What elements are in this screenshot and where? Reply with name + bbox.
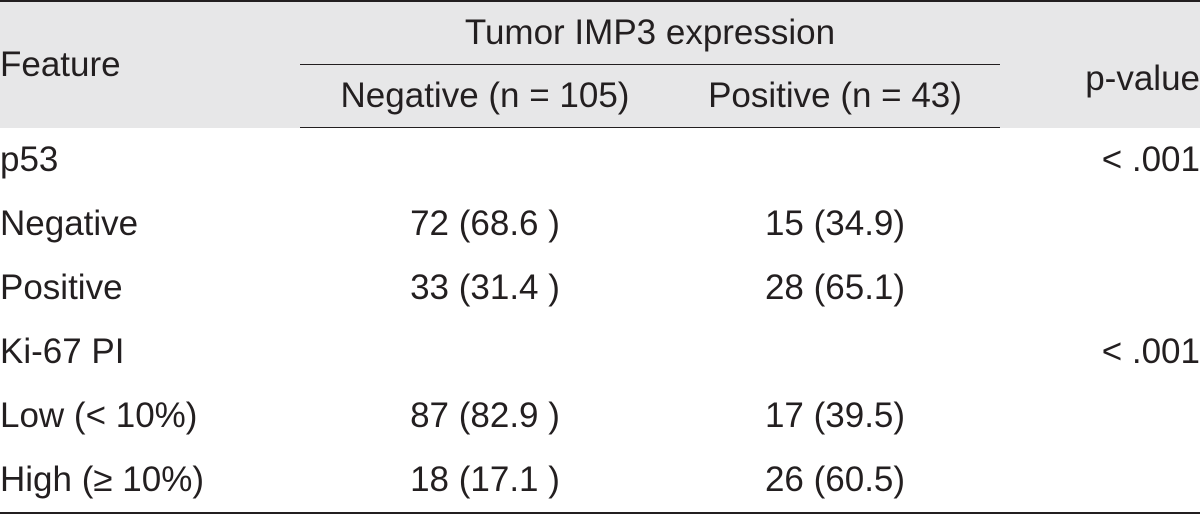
cell-pos: 28 (65.1) [670,256,1000,320]
cell-neg: 18 (17.1 ) [300,448,670,513]
cell-feature: High (≥ 10%) [0,448,300,513]
data-table: Feature Tumor IMP3 expression p-value Ne… [0,0,1200,514]
cell-feature: Ki-67 PI [0,320,300,384]
table-row: High (≥ 10%) 18 (17.1 ) 26 (60.5) [0,448,1200,513]
col-header-span: Tumor IMP3 expression [300,1,1000,65]
col-header-positive: Positive (n = 43) [670,65,1000,128]
cell-pos: 26 (60.5) [670,448,1000,513]
cell-neg [300,320,670,384]
col-header-feature: Feature [0,1,300,128]
cell-neg: 33 (31.4 ) [300,256,670,320]
cell-pos: 15 (34.9) [670,192,1000,256]
table-row: p53 < .001 [0,128,1200,193]
col-header-negative: Negative (n = 105) [300,65,670,128]
cell-pos [670,128,1000,193]
header-row-1: Feature Tumor IMP3 expression p-value [0,1,1200,65]
cell-pval: < .001 [1000,320,1200,384]
cell-neg: 72 (68.6 ) [300,192,670,256]
cell-pval [1000,448,1200,513]
cell-neg: 87 (82.9 ) [300,384,670,448]
cell-pos [670,320,1000,384]
cell-pos: 17 (39.5) [670,384,1000,448]
col-header-pvalue: p-value [1000,1,1200,128]
table-row: Negative 72 (68.6 ) 15 (34.9) [0,192,1200,256]
cell-feature: p53 [0,128,300,193]
table-row: Positive 33 (31.4 ) 28 (65.1) [0,256,1200,320]
cell-pval [1000,256,1200,320]
cell-pval: < .001 [1000,128,1200,193]
cell-feature: Negative [0,192,300,256]
table-row: Low (< 10%) 87 (82.9 ) 17 (39.5) [0,384,1200,448]
cell-pval [1000,384,1200,448]
cell-neg [300,128,670,193]
cell-feature: Positive [0,256,300,320]
cell-pval [1000,192,1200,256]
table-row: Ki-67 PI < .001 [0,320,1200,384]
cell-feature: Low (< 10%) [0,384,300,448]
